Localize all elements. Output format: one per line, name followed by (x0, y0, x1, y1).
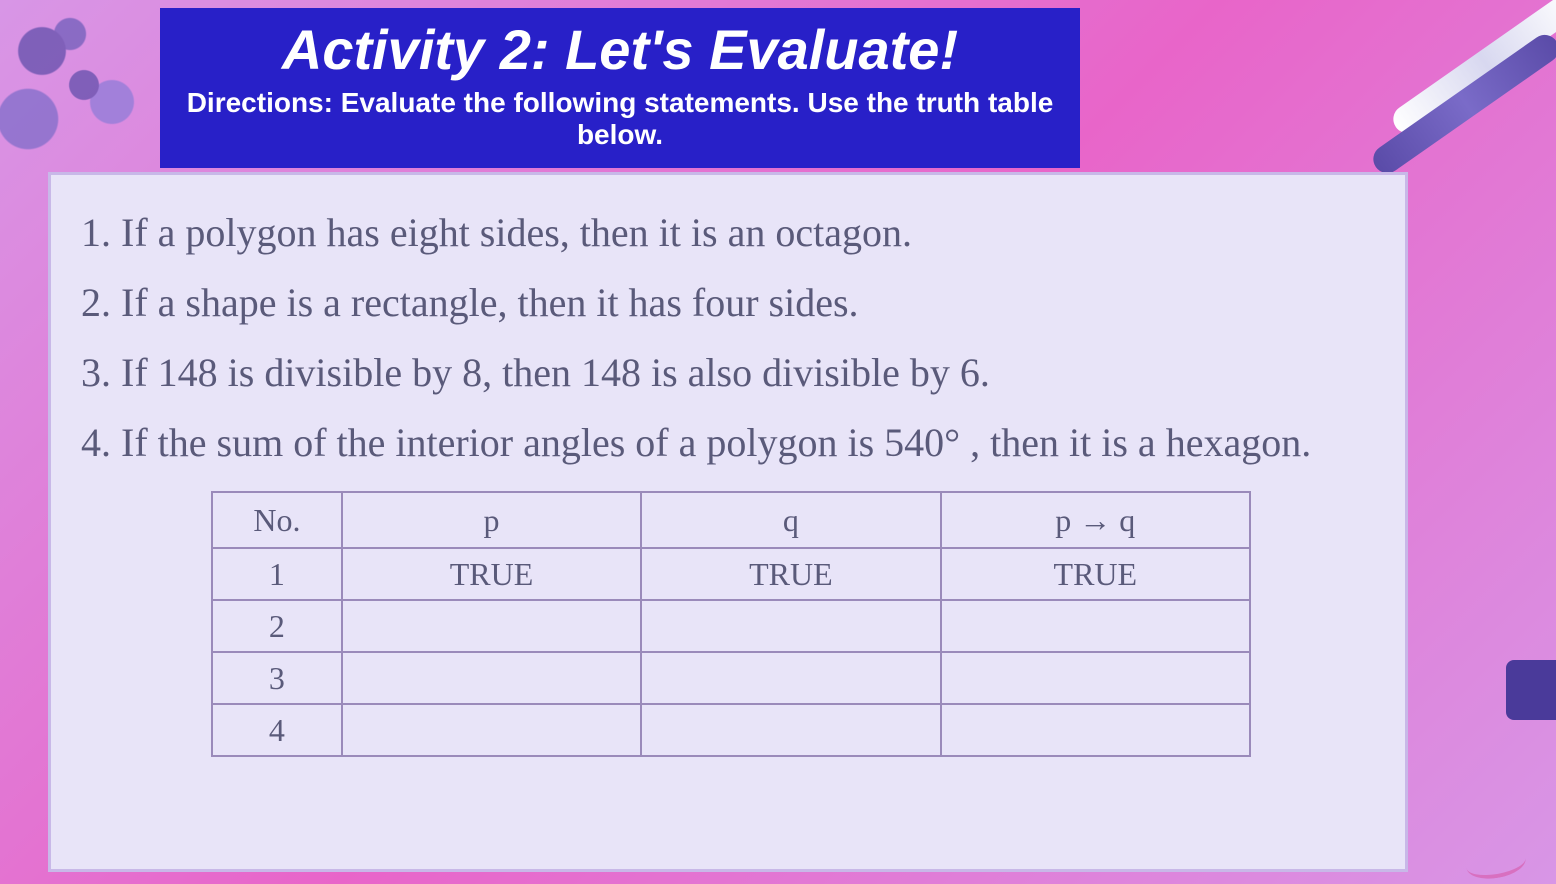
statement-2: 2. If a shape is a rectangle, then it ha… (81, 273, 1375, 333)
activity-title: Activity 2: Let's Evaluate! (180, 16, 1060, 83)
pen-icon (1368, 29, 1556, 178)
cell-no: 2 (212, 600, 342, 652)
col-header-p: p (342, 492, 641, 548)
statement-1: 1. If a polygon has eight sides, then it… (81, 203, 1375, 263)
cell-p: TRUE (342, 548, 641, 600)
statement-3: 3. If 148 is divisible by 8, then 148 is… (81, 343, 1375, 403)
cell-q (641, 704, 940, 756)
header-banner: Activity 2: Let's Evaluate! Directions: … (160, 8, 1080, 168)
truth-table: No. p q p → q 1 TRUE TRUE TRUE 2 (211, 491, 1251, 757)
cell-pq (941, 600, 1250, 652)
scribble-decoration (1464, 843, 1528, 883)
statement-4: 4. If the sum of the interior angles of … (81, 413, 1375, 473)
cell-pq (941, 704, 1250, 756)
table-row: 1 TRUE TRUE TRUE (212, 548, 1250, 600)
col-header-no: No. (212, 492, 342, 548)
table-row: 3 (212, 652, 1250, 704)
cell-p (342, 652, 641, 704)
cell-q (641, 600, 940, 652)
table-row: 2 (212, 600, 1250, 652)
cell-pq: TRUE (941, 548, 1250, 600)
slide-frame: Activity 2: Let's Evaluate! Directions: … (0, 0, 1556, 884)
cell-p (342, 600, 641, 652)
pens-decoration (1356, 0, 1556, 170)
cell-pq (941, 652, 1250, 704)
content-panel: 1. If a polygon has eight sides, then it… (48, 172, 1408, 872)
col-header-q: q (641, 492, 940, 548)
cell-q (641, 652, 940, 704)
table-row: 4 (212, 704, 1250, 756)
cell-p (342, 704, 641, 756)
confetti-decoration (0, 0, 140, 170)
cell-no: 3 (212, 652, 342, 704)
cell-q: TRUE (641, 548, 940, 600)
directions-text: Directions: Evaluate the following state… (180, 87, 1060, 151)
col-header-pq: p → q (941, 492, 1250, 548)
side-decoration (1506, 660, 1556, 720)
cell-no: 4 (212, 704, 342, 756)
cell-no: 1 (212, 548, 342, 600)
table-header-row: No. p q p → q (212, 492, 1250, 548)
